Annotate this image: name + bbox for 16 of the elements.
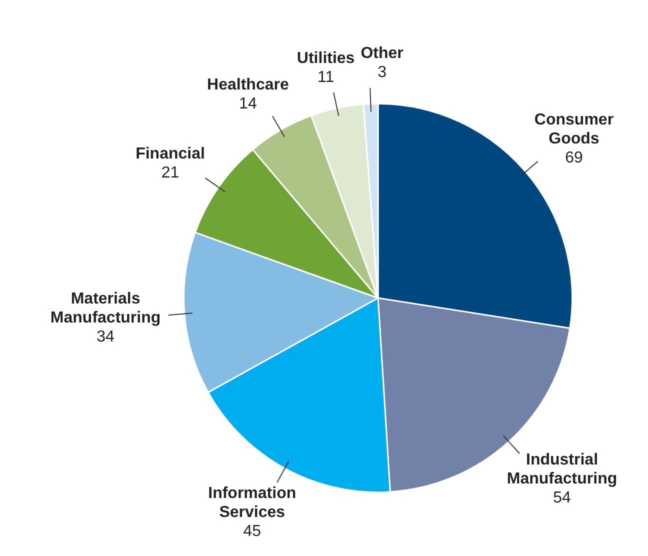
data-label: 11	[318, 68, 334, 86]
slice-label: Other	[360, 44, 404, 62]
data-label: 69	[565, 149, 583, 166]
slice-label: Healthcare	[207, 76, 289, 94]
slice-label: Consumer Goods	[534, 111, 614, 148]
slice-label: Information Services	[208, 485, 296, 522]
slice-label: Financial	[136, 146, 205, 163]
data-label: 14	[239, 95, 257, 112]
data-label: 54	[553, 489, 572, 506]
slice-label: Utilities	[296, 50, 355, 67]
data-label: 45	[243, 523, 262, 540]
slice-label: Industrial Manufacturing	[506, 451, 618, 488]
slice-label: Materials Manufacturing	[50, 290, 161, 326]
data-label: 3	[378, 64, 387, 81]
data-label: 21	[161, 164, 180, 182]
data-label: 34	[96, 328, 115, 346]
